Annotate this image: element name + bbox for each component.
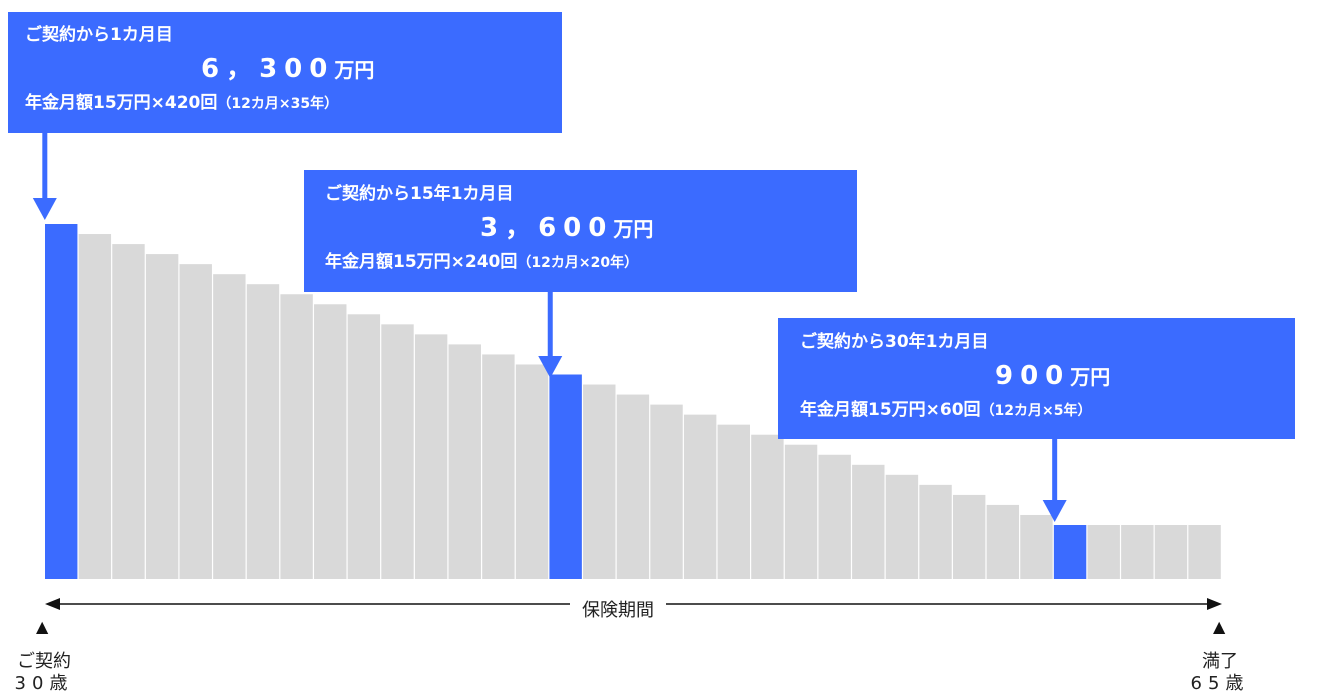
period-bar bbox=[280, 294, 313, 579]
arrow-left-icon bbox=[45, 598, 60, 610]
arrow-right-icon bbox=[1207, 598, 1222, 610]
callout-year-30: ご契約から30年1カ月目 900万円 年金月額15万円×60回（12カ月×5年） bbox=[778, 318, 1295, 439]
period-bar bbox=[1121, 525, 1154, 579]
period-bar bbox=[683, 414, 717, 579]
period-bar bbox=[784, 444, 818, 579]
callout-detail: 年金月額15万円×60回（12カ月×5年） bbox=[800, 400, 1092, 420]
callout-amount: 900万円 bbox=[995, 361, 1111, 391]
highlight-bar bbox=[45, 224, 78, 579]
callout-amount: 6，300万円 bbox=[201, 54, 375, 84]
pointer-arrow-icon bbox=[1042, 439, 1067, 522]
period-bar bbox=[515, 364, 549, 579]
contract-start-label: ご契約 30歳 bbox=[14, 651, 74, 694]
period-bar bbox=[414, 334, 448, 579]
period-bar bbox=[112, 244, 145, 579]
period-bar bbox=[986, 504, 1020, 579]
period-bar bbox=[1154, 525, 1188, 579]
period-bar bbox=[616, 394, 650, 579]
callout-timing: ご契約から1カ月目 bbox=[25, 25, 173, 45]
callout-detail: 年金月額15万円×420回（12カ月×35年） bbox=[25, 93, 339, 113]
callout-contract-month-1: ご契約から1カ月目 6，300万円 年金月額15万円×420回（12カ月×35年… bbox=[8, 12, 562, 133]
period-bar bbox=[246, 284, 280, 579]
period-bar bbox=[78, 234, 112, 579]
start-marker-icon: ▲ bbox=[36, 617, 49, 636]
period-bar bbox=[583, 384, 616, 579]
highlight-bar bbox=[1053, 525, 1087, 579]
period-bar bbox=[885, 474, 919, 579]
period-bar bbox=[919, 484, 952, 579]
period-bar bbox=[650, 404, 683, 579]
period-bar bbox=[448, 344, 481, 579]
period-bar bbox=[213, 274, 246, 579]
callout-year-15: ご契約から15年1カ月目 3，600万円 年金月額15万円×240回（12カ月×… bbox=[304, 170, 857, 292]
period-bar bbox=[347, 314, 381, 579]
period-bar bbox=[482, 354, 515, 579]
period-bar bbox=[145, 254, 179, 579]
period-bar bbox=[852, 464, 885, 579]
period-bar bbox=[1188, 525, 1221, 579]
period-bar bbox=[751, 434, 784, 579]
period-bar bbox=[179, 264, 212, 579]
period-bar bbox=[818, 454, 851, 579]
end-marker-icon: ▲ bbox=[1213, 617, 1226, 636]
period-bar bbox=[717, 424, 750, 579]
callout-timing: ご契約から30年1カ月目 bbox=[800, 332, 989, 352]
period-bar bbox=[1087, 525, 1120, 579]
maturity-label: 満了 65歳 bbox=[1190, 651, 1250, 694]
callout-detail: 年金月額15万円×240回（12カ月×20年） bbox=[325, 252, 639, 272]
callout-timing: ご契約から15年1カ月目 bbox=[325, 184, 514, 204]
callout-amount: 3，600万円 bbox=[480, 213, 654, 243]
pointer-arrow-icon bbox=[538, 292, 563, 378]
period-bar bbox=[1020, 514, 1053, 579]
coverage-period-label: 保険期間 bbox=[570, 596, 666, 622]
period-bar bbox=[381, 324, 414, 579]
period-bar bbox=[952, 494, 986, 579]
pointer-arrow-icon bbox=[32, 133, 57, 220]
highlight-bar bbox=[549, 374, 582, 579]
period-bar bbox=[314, 304, 347, 579]
